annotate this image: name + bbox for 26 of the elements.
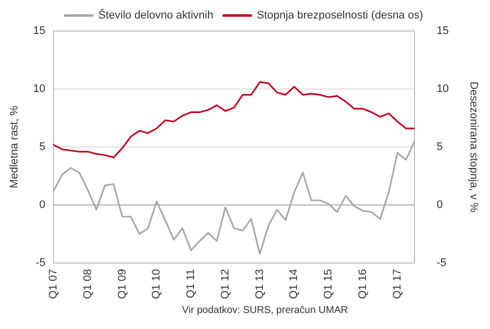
x-tick-label: Q1 17 (391, 269, 404, 300)
x-tick-label: Q1 07 (47, 269, 60, 300)
legend-label: Stopnja brezposelnosti (desna os) (256, 10, 424, 22)
x-tick-label: Q1 15 (322, 269, 335, 300)
y2-tick-label: -5 (436, 257, 446, 270)
legend-label: Število delovno aktivnih (98, 8, 214, 22)
text: Vir podatkov: SURS, preračun UMAR (181, 305, 349, 316)
x-tick-label: Q1 13 (254, 269, 266, 300)
y-tick-label: 5 (39, 141, 46, 154)
y-tick-label: 0 (39, 199, 46, 212)
x-tick-label: Q1 10 (150, 269, 163, 300)
y2-axis-title: Desezonirana stopnja, v % (467, 82, 480, 213)
x-tick-label: Q1 09 (116, 269, 128, 300)
y2-tick-label: 0 (436, 199, 443, 212)
x-tick-label: Q1 16 (357, 269, 370, 300)
y-axis-title: Medletna rast, % (8, 106, 21, 188)
x-tick-label: Q1 08 (82, 269, 94, 300)
x-tick-label: Q1 14 (288, 269, 300, 300)
x-tick-label: Q1 11 (185, 269, 198, 298)
y2-tick-label: 15 (436, 25, 449, 38)
y2-tick-label: 10 (436, 83, 449, 96)
y2-tick-label: 5 (436, 141, 443, 154)
y-tick-label: 15 (33, 25, 46, 38)
y-tick-label: -5 (36, 257, 46, 270)
x-tick-label: Q1 12 (219, 269, 232, 300)
y-tick-label: 10 (33, 83, 46, 96)
